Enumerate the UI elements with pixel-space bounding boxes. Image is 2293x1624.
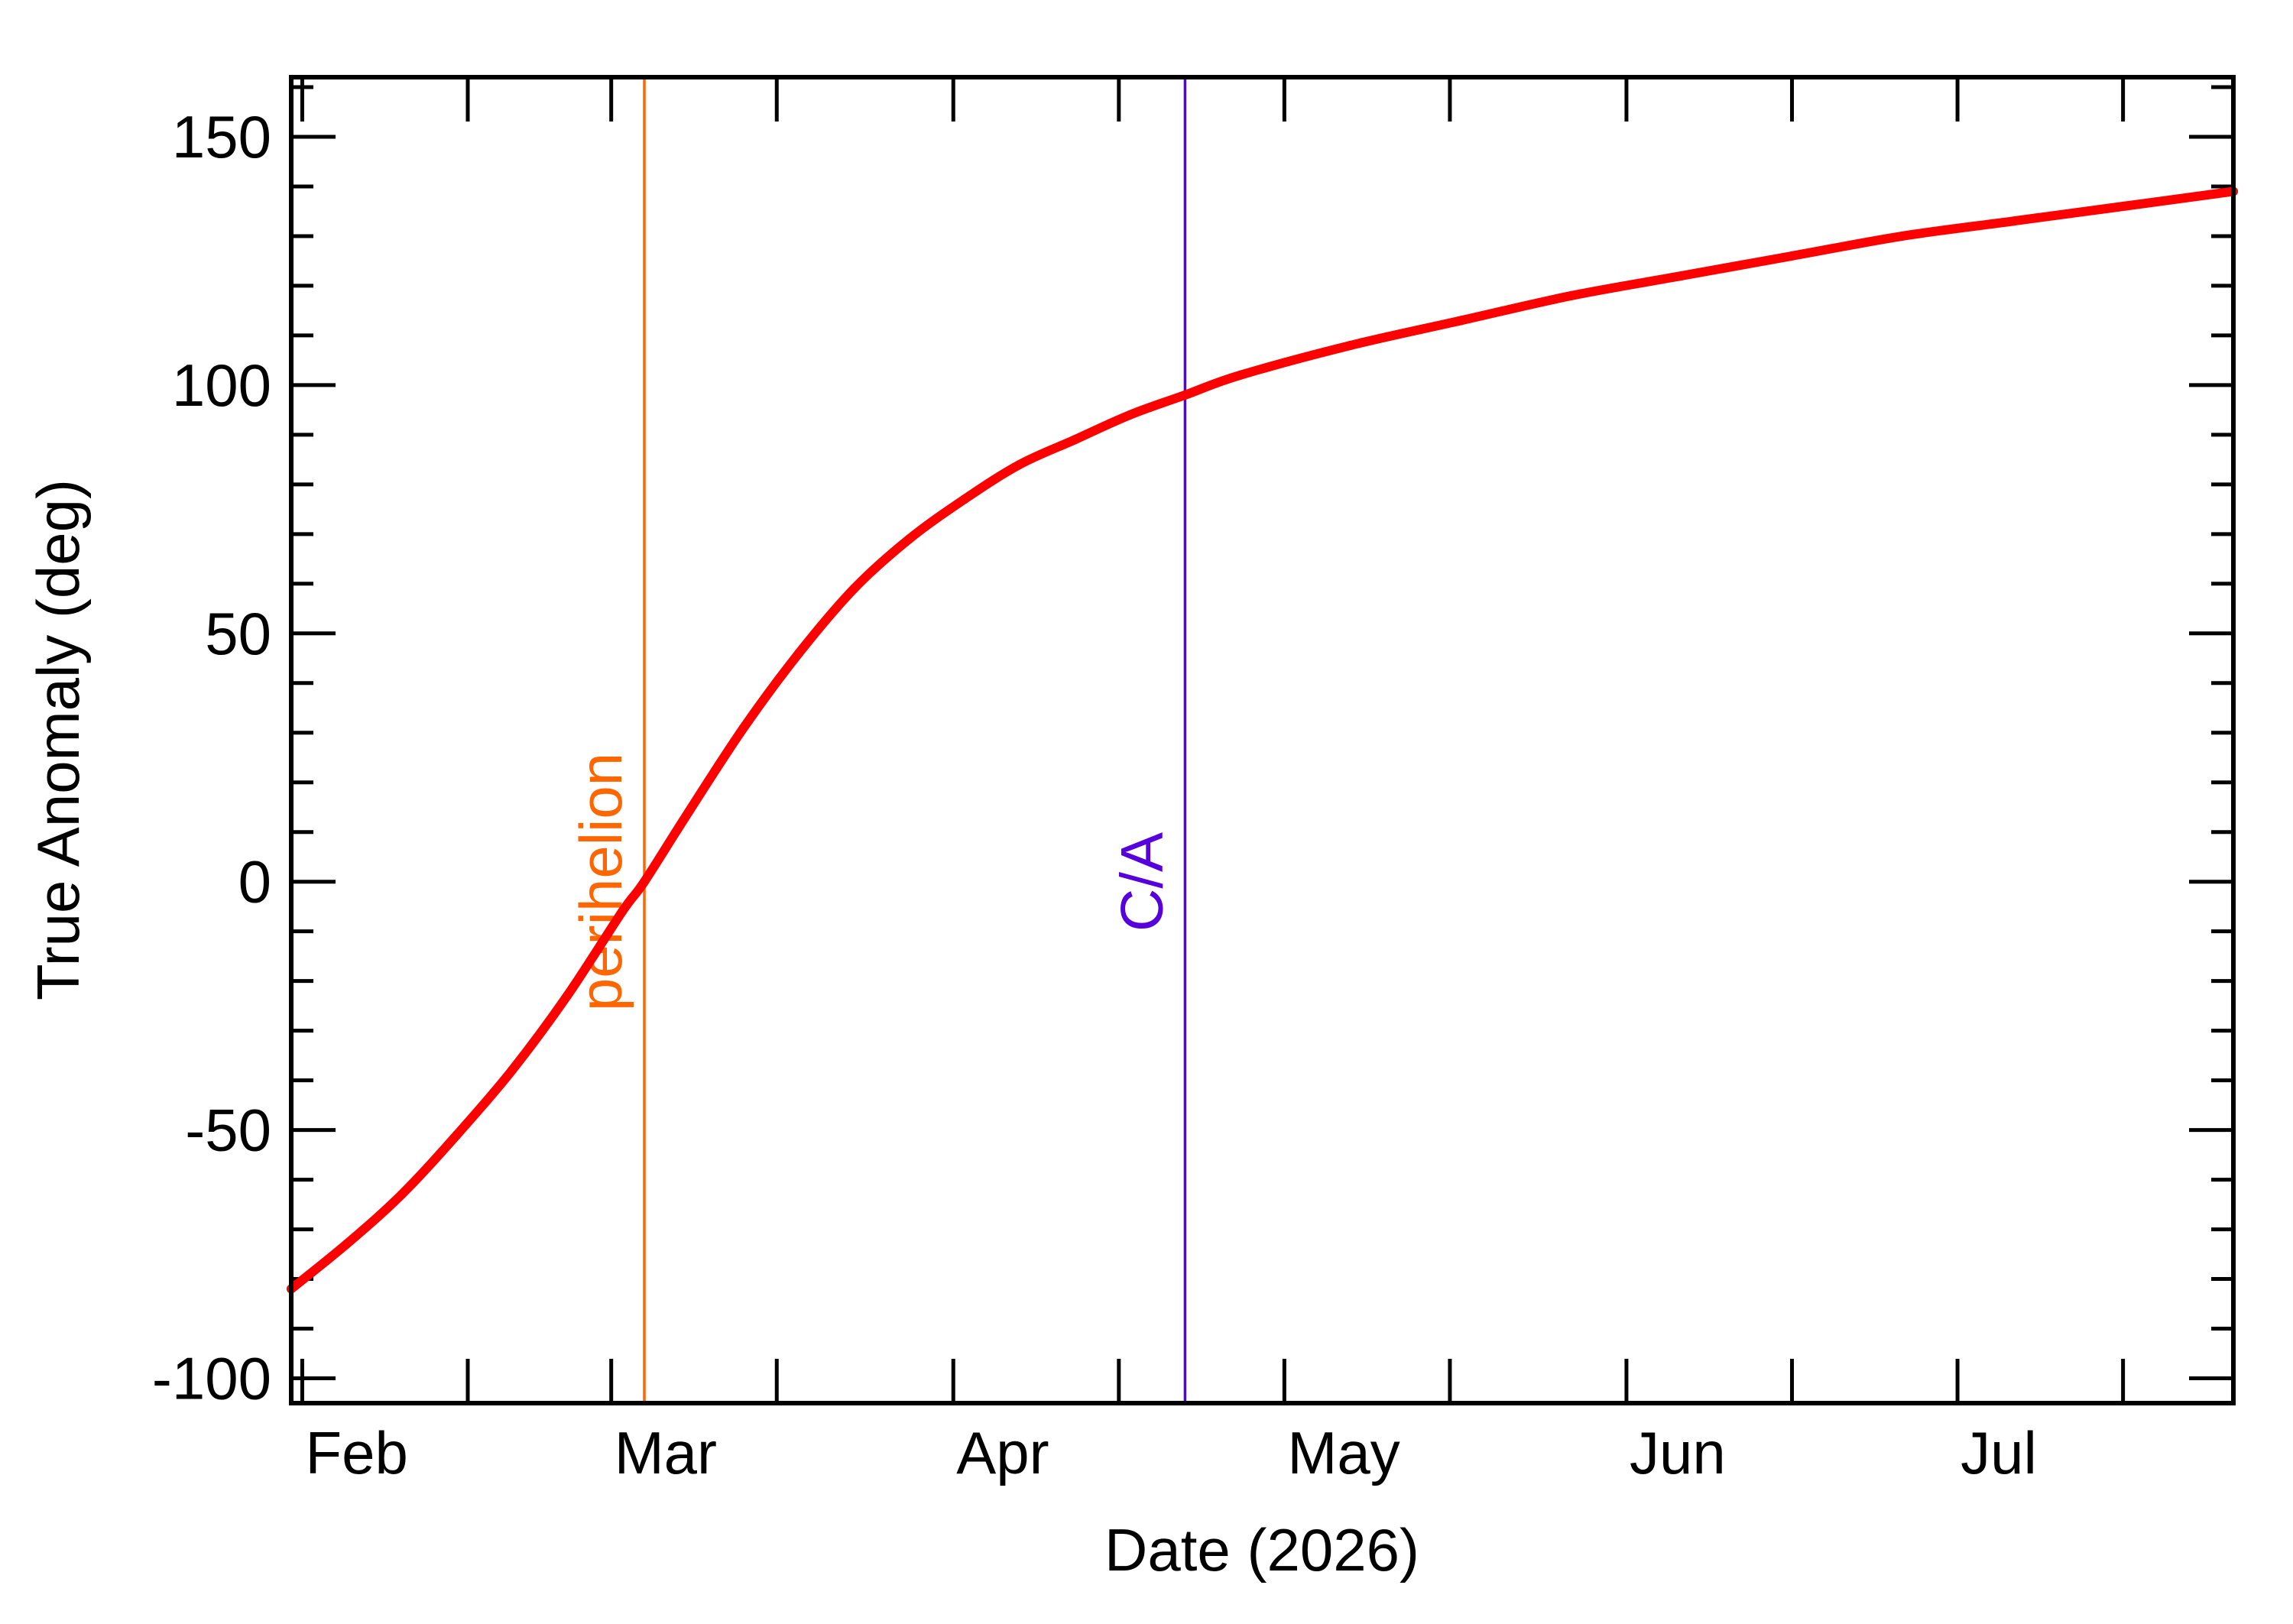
data-point	[1566, 290, 1576, 300]
event-marker-label: C/A	[1108, 832, 1175, 932]
data-point	[452, 1130, 462, 1140]
x-tick-label: May	[1287, 1419, 1399, 1486]
data-point	[1897, 231, 1907, 241]
data-point	[1014, 459, 1024, 469]
x-tick-label: Feb	[305, 1419, 407, 1486]
x-axis-label: Date (2026)	[1104, 1516, 1419, 1583]
annotation-layer: perihelion C/A	[567, 77, 1187, 1403]
y-tick-label: 50	[205, 600, 271, 667]
plot-frame	[289, 75, 2236, 1405]
x-tick-label: Jul	[1961, 1419, 2037, 1486]
y-tick-label: -100	[152, 1345, 271, 1412]
data-point	[1070, 435, 1080, 445]
data-point	[2008, 216, 2018, 226]
x-tick-labels: Feb Mar Apr May Jun Jul	[305, 1419, 2036, 1486]
data-point	[959, 494, 969, 504]
data-point	[507, 1065, 517, 1075]
data-point	[794, 648, 804, 658]
y-tick-label: 0	[238, 848, 271, 916]
x-tick-label: Jun	[1630, 1419, 1726, 1486]
data-point	[342, 1240, 352, 1250]
data-point	[1677, 271, 1687, 280]
x-tick-label: Mar	[615, 1419, 717, 1486]
data-point	[849, 584, 859, 594]
data-point	[1346, 340, 1355, 350]
data-point	[640, 877, 649, 887]
y-tick-label: -50	[185, 1097, 271, 1164]
data-point	[1125, 410, 1135, 420]
data-point	[397, 1190, 407, 1200]
data-point	[1787, 251, 1797, 261]
data-point	[683, 807, 693, 817]
data-point	[1235, 370, 1245, 380]
y-tick-label: 100	[172, 352, 271, 419]
event-marker-label: perihelion	[567, 753, 634, 1011]
y-tick-label: 150	[172, 103, 271, 170]
data-point	[562, 991, 572, 1001]
y-axis-label: True Anomaly (deg)	[24, 479, 92, 1000]
data-point	[738, 723, 748, 733]
data-point	[2118, 201, 2128, 211]
data-point	[618, 906, 628, 916]
y-tick-labels: -100 -50 0 50 100 150	[152, 103, 271, 1412]
x-tick-label: Apr	[956, 1419, 1049, 1486]
data-point	[904, 534, 914, 544]
data-point	[1180, 390, 1190, 400]
data-point	[1456, 316, 1466, 326]
